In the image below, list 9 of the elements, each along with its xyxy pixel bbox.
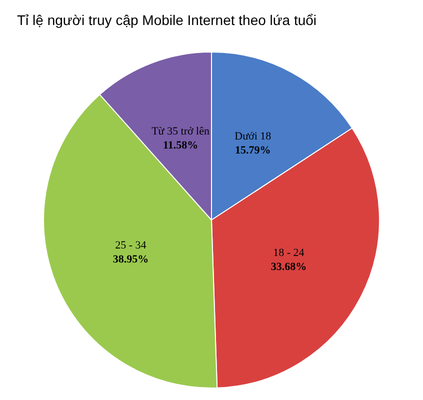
data-label: 38.95%	[112, 253, 149, 266]
slice-label: 25 - 34	[115, 239, 147, 252]
data-label: 11.58%	[162, 140, 198, 152]
slice-label: Từ 35 trở lên	[152, 126, 210, 138]
data-label: 15.79%	[235, 144, 271, 156]
data-label: 33.68%	[270, 261, 307, 274]
slice-label: 18 - 24	[273, 247, 305, 260]
chart-title: Tỉ lệ người truy cập Mobile Internet theo lứa tuổi	[17, 12, 317, 28]
slice-label: Dưới 18	[234, 130, 272, 142]
